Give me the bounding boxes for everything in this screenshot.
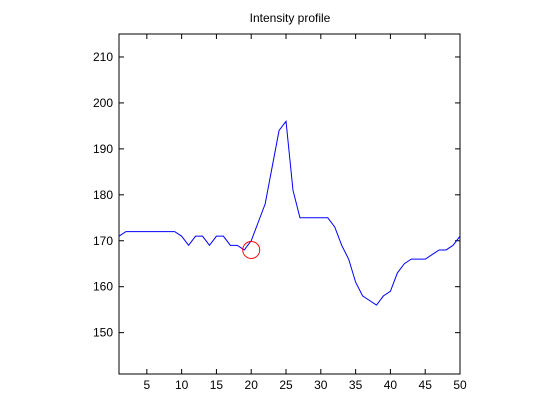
annotation-layer: [242, 240, 261, 259]
x-tick-label: 40: [384, 378, 398, 392]
x-tick-label: 25: [279, 378, 293, 392]
axis-tick-labels: 5 10 15 20 25 30 35 40 45 50 150 160 170 180 190 200 210: [93, 50, 467, 392]
y-tick-label: 160: [93, 280, 113, 294]
x-tick-label: 35: [349, 378, 363, 392]
x-tick-label: 50: [453, 378, 467, 392]
y-tick-label: 150: [93, 326, 113, 340]
x-tick-label: 5: [143, 378, 150, 392]
series-layer: [118, 119, 461, 306]
axis-ticks: [119, 34, 461, 374]
series-line: [118, 119, 461, 306]
x-tick-label: 20: [245, 378, 259, 392]
x-tick-label: 15: [210, 378, 224, 392]
x-tick-label: 10: [175, 378, 189, 392]
x-tick-label: 45: [419, 378, 433, 392]
y-tick-label: 210: [93, 50, 113, 64]
y-tick-label: 170: [93, 234, 113, 248]
y-tick-label: 180: [93, 188, 113, 202]
x-tick-label: 30: [314, 378, 328, 392]
y-tick-label: 190: [93, 142, 113, 156]
plot-area: [118, 33, 461, 375]
chart-title: Intensity profile: [250, 11, 331, 25]
marker-circle: [242, 240, 261, 259]
y-tick-label: 200: [93, 96, 113, 110]
